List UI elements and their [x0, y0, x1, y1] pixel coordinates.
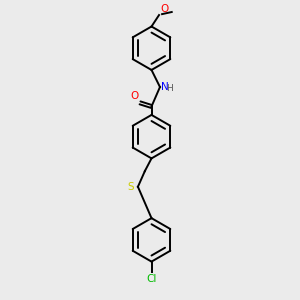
Text: O: O [160, 4, 169, 14]
Text: O: O [130, 91, 138, 101]
Text: S: S [128, 182, 134, 192]
Text: H: H [166, 84, 173, 93]
Text: Cl: Cl [146, 274, 157, 284]
Text: N: N [161, 82, 169, 92]
